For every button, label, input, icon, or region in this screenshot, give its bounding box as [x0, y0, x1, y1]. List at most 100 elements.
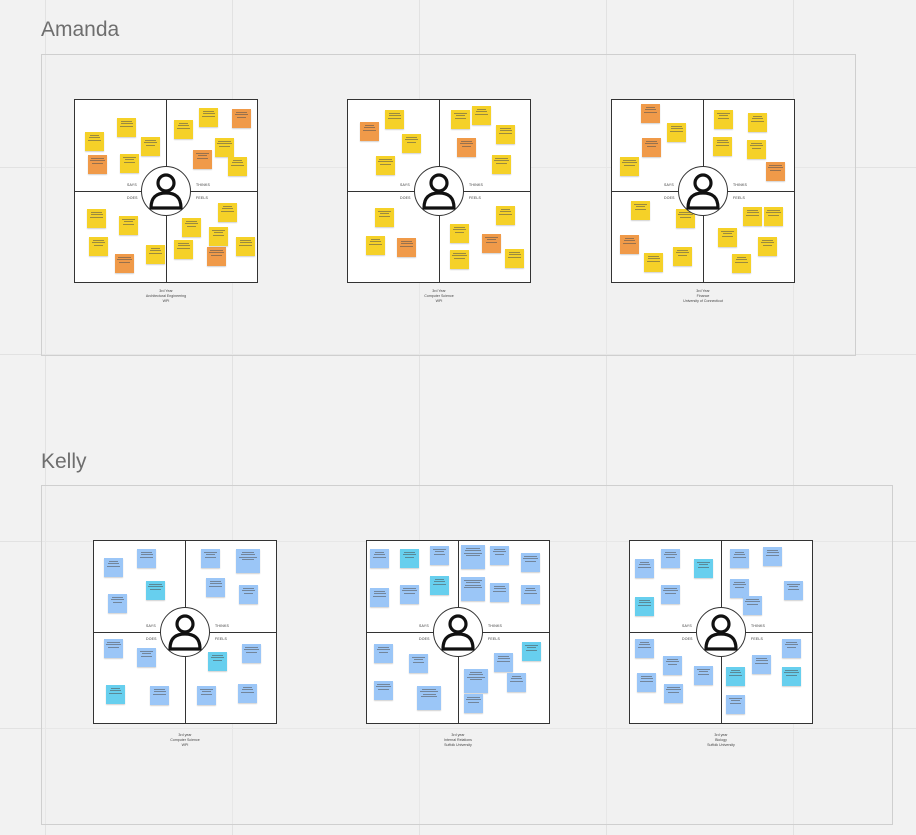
sticky-note[interactable] — [464, 694, 483, 713]
sticky-note[interactable] — [450, 224, 469, 243]
sticky-note[interactable] — [663, 656, 682, 675]
sticky-note[interactable] — [182, 218, 201, 237]
sticky-note[interactable] — [522, 642, 541, 661]
sticky-note[interactable] — [450, 250, 469, 269]
sticky-note[interactable] — [620, 235, 639, 254]
sticky-note[interactable] — [430, 576, 449, 595]
sticky-note[interactable] — [764, 207, 783, 226]
empathy-map-kelly-2[interactable]: SAYS THINKS DOES FEELS — [366, 540, 550, 724]
sticky-note[interactable] — [242, 644, 261, 663]
sticky-note[interactable] — [505, 249, 524, 268]
persona-caption[interactable]: 3rd Year Computer Science WPI — [347, 289, 531, 304]
empathy-map-amanda-3[interactable]: SAYS THINKS DOES FEELS — [611, 99, 795, 283]
sticky-note[interactable] — [146, 581, 165, 600]
sticky-note[interactable] — [507, 673, 526, 692]
sticky-note[interactable] — [521, 553, 540, 572]
sticky-note[interactable] — [748, 113, 767, 132]
sticky-note[interactable] — [743, 596, 762, 615]
sticky-note[interactable] — [88, 155, 107, 174]
sticky-note[interactable] — [108, 594, 127, 613]
sticky-note[interactable] — [430, 546, 449, 565]
sticky-note[interactable] — [714, 110, 733, 129]
sticky-note[interactable] — [464, 669, 488, 693]
sticky-note[interactable] — [402, 134, 421, 153]
sticky-note[interactable] — [218, 203, 237, 222]
sticky-note[interactable] — [409, 654, 428, 673]
persona-caption[interactable]: 3rd year Computer Science WPI — [93, 733, 277, 748]
sticky-note[interactable] — [718, 228, 737, 247]
sticky-note[interactable] — [417, 686, 441, 710]
sticky-note[interactable] — [644, 253, 663, 272]
sticky-note[interactable] — [482, 234, 501, 253]
sticky-note[interactable] — [637, 673, 656, 692]
sticky-note[interactable] — [141, 137, 160, 156]
sticky-note[interactable] — [496, 125, 515, 144]
sticky-note[interactable] — [676, 209, 695, 228]
sticky-note[interactable] — [374, 681, 393, 700]
sticky-note[interactable] — [730, 579, 749, 598]
sticky-note[interactable] — [726, 695, 745, 714]
sticky-note[interactable] — [726, 667, 745, 686]
sticky-note[interactable] — [766, 162, 785, 181]
sticky-note[interactable] — [370, 549, 389, 568]
empathy-map-amanda-2[interactable]: SAYS THINKS DOES FEELS — [347, 99, 531, 283]
sticky-note[interactable] — [201, 549, 220, 568]
sticky-note[interactable] — [451, 110, 470, 129]
sticky-note[interactable] — [641, 104, 660, 123]
sticky-note[interactable] — [664, 684, 683, 703]
sticky-note[interactable] — [635, 639, 654, 658]
empathy-map-kelly-1[interactable]: SAYS THINKS DOES FEELS — [93, 540, 277, 724]
sticky-note[interactable] — [137, 549, 156, 568]
sticky-note[interactable] — [461, 545, 485, 569]
sticky-note[interactable] — [376, 156, 395, 175]
persona-caption[interactable]: 3rd Year Architectural Engineering WPI — [74, 289, 258, 304]
sticky-note[interactable] — [232, 109, 251, 128]
sticky-note[interactable] — [236, 237, 255, 256]
sticky-note[interactable] — [472, 106, 491, 125]
empathy-map-kelly-3[interactable]: SAYS THINKS DOES FEELS — [629, 540, 813, 724]
sticky-note[interactable] — [631, 201, 650, 220]
sticky-note[interactable] — [661, 549, 680, 568]
sticky-note[interactable] — [782, 639, 801, 658]
sticky-note[interactable] — [490, 583, 509, 602]
sticky-note[interactable] — [119, 216, 138, 235]
sticky-note[interactable] — [400, 549, 419, 568]
sticky-note[interactable] — [360, 122, 379, 141]
sticky-note[interactable] — [752, 655, 771, 674]
sticky-note[interactable] — [87, 209, 106, 228]
sticky-note[interactable] — [120, 154, 139, 173]
sticky-note[interactable] — [207, 247, 226, 266]
sticky-note[interactable] — [385, 110, 404, 129]
sticky-note[interactable] — [490, 546, 509, 565]
empathy-map-amanda-1[interactable]: SAYS THINKS DOES FEELS — [74, 99, 258, 283]
sticky-note[interactable] — [782, 667, 801, 686]
sticky-note[interactable] — [673, 247, 692, 266]
sticky-note[interactable] — [199, 108, 218, 127]
sticky-note[interactable] — [106, 685, 125, 704]
sticky-note[interactable] — [743, 207, 762, 226]
sticky-note[interactable] — [85, 132, 104, 151]
sticky-note[interactable] — [174, 240, 193, 259]
sticky-note[interactable] — [694, 666, 713, 685]
sticky-note[interactable] — [146, 245, 165, 264]
group-title-amanda[interactable]: Amanda — [41, 18, 120, 41]
sticky-note[interactable] — [730, 549, 749, 568]
sticky-note[interactable] — [400, 585, 419, 604]
sticky-note[interactable] — [635, 597, 654, 616]
sticky-note[interactable] — [117, 118, 136, 137]
sticky-note[interactable] — [694, 559, 713, 578]
sticky-note[interactable] — [150, 686, 169, 705]
sticky-note[interactable] — [667, 123, 686, 142]
sticky-note[interactable] — [209, 227, 228, 246]
sticky-note[interactable] — [747, 140, 766, 159]
sticky-note[interactable] — [374, 644, 393, 663]
sticky-note[interactable] — [238, 684, 257, 703]
sticky-note[interactable] — [457, 138, 476, 157]
sticky-note[interactable] — [620, 157, 639, 176]
sticky-note[interactable] — [215, 138, 234, 157]
sticky-note[interactable] — [239, 585, 258, 604]
sticky-note[interactable] — [661, 585, 680, 604]
sticky-note[interactable] — [197, 686, 216, 705]
sticky-note[interactable] — [89, 237, 108, 256]
